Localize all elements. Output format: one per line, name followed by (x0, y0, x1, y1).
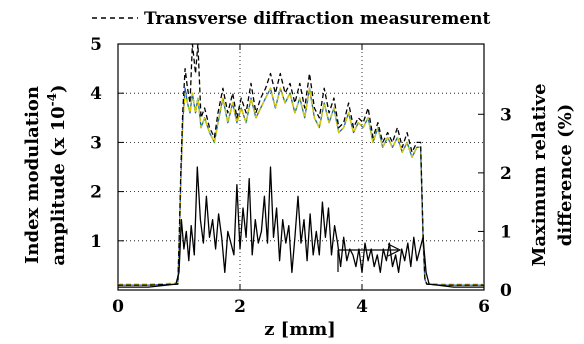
series-line-4 (118, 166, 484, 288)
y-axis-title-base: amplitude (x 10 (48, 106, 69, 265)
y2-tick-label: 2 (500, 164, 512, 184)
y2-tick-label: 0 (500, 281, 512, 301)
y-axis-title-close: ) (48, 84, 69, 93)
y2-tick-label: 1 (500, 222, 512, 242)
series-layer (118, 43, 484, 288)
plot-frame (117, 43, 485, 291)
y-tick-label: 4 (90, 84, 102, 104)
y2-axis-title-line1: Maximum relative (529, 83, 550, 266)
arrow-layer (337, 243, 402, 272)
y2-axis-title: Maximum relative difference (%) (529, 83, 576, 266)
y2-axis-title-line2: difference (%) (555, 104, 576, 247)
y-axis-title-exponent: -4 (45, 93, 59, 106)
grid-layer (118, 44, 484, 290)
y-tick-label: 3 (90, 133, 102, 153)
x-tick-label: 4 (356, 297, 368, 317)
y-axis-title-line1: Index modulation (22, 86, 43, 264)
y-tick-label: 1 (90, 232, 102, 252)
series-line-2 (118, 87, 484, 286)
x-tick-label: 6 (478, 297, 490, 317)
y-tick-label: 5 (90, 35, 102, 55)
series-line-1 (118, 87, 484, 286)
series-line-3 (118, 87, 484, 285)
arrow-head-icon (387, 243, 402, 257)
x-axis-title: z [mm] (264, 319, 336, 339)
y-axis-title: Index modulation amplitude (x 10-4) (22, 84, 69, 265)
x-tick-label: 0 (112, 297, 124, 317)
y-axis-title-line2: amplitude (x 10-4) (45, 84, 69, 265)
series-line-0 (118, 43, 484, 286)
plot-frame-group (117, 43, 485, 291)
y2-tick-label: 3 (500, 105, 512, 125)
legend-label: Transverse diffraction measurement (144, 9, 491, 29)
x-tick-label: 2 (234, 297, 246, 317)
ticks-layer: 0 2 4 6 1 2 3 4 5 0 1 2 3 (90, 35, 512, 317)
y-tick-label: 2 (90, 183, 102, 203)
